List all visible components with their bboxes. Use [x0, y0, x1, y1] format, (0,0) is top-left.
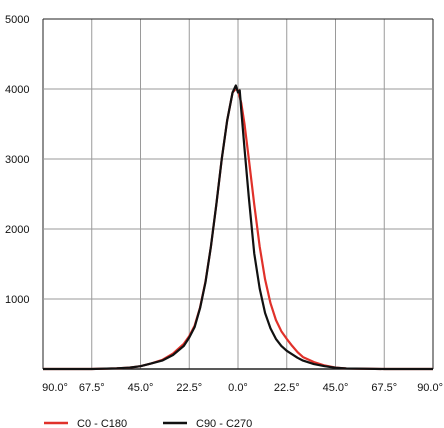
series-line-2: [43, 84, 433, 371]
grid-lines: [42, 18, 434, 370]
x-tick-label: 45.0°: [128, 382, 154, 394]
legend-label: C0 - C180: [77, 418, 127, 428]
x-axis-ticks: 90.0° 67.5° 45.0° 22.5° 0.0° 22.5° 45.0° 67.5° 9…: [42, 382, 443, 394]
y-axis-ticks: 1000 2000 3000 4000 5000: [5, 14, 29, 306]
x-tick-label: 22.5°: [274, 382, 300, 394]
x-tick-label: 22.5°: [176, 382, 202, 394]
legend: C0 - C180 C90 - C270: [44, 418, 252, 428]
y-tick-label: 2000: [5, 224, 29, 236]
y-tick-label: 3000: [5, 154, 29, 166]
x-tick-label: 45.0°: [323, 382, 349, 394]
x-tick-label: 90.0°: [42, 382, 68, 394]
x-tick-label: 67.5°: [79, 382, 105, 394]
x-tick-label: 90.0°: [417, 382, 443, 394]
series-lines: [43, 84, 433, 371]
x-tick-label: 0.0°: [228, 382, 248, 394]
y-tick-label: 1000: [5, 294, 29, 306]
x-tick-label: 67.5°: [371, 382, 397, 394]
y-tick-label: 5000: [5, 14, 29, 26]
y-tick-label: 4000: [5, 84, 29, 96]
legend-label: C90 - C270: [196, 418, 252, 428]
